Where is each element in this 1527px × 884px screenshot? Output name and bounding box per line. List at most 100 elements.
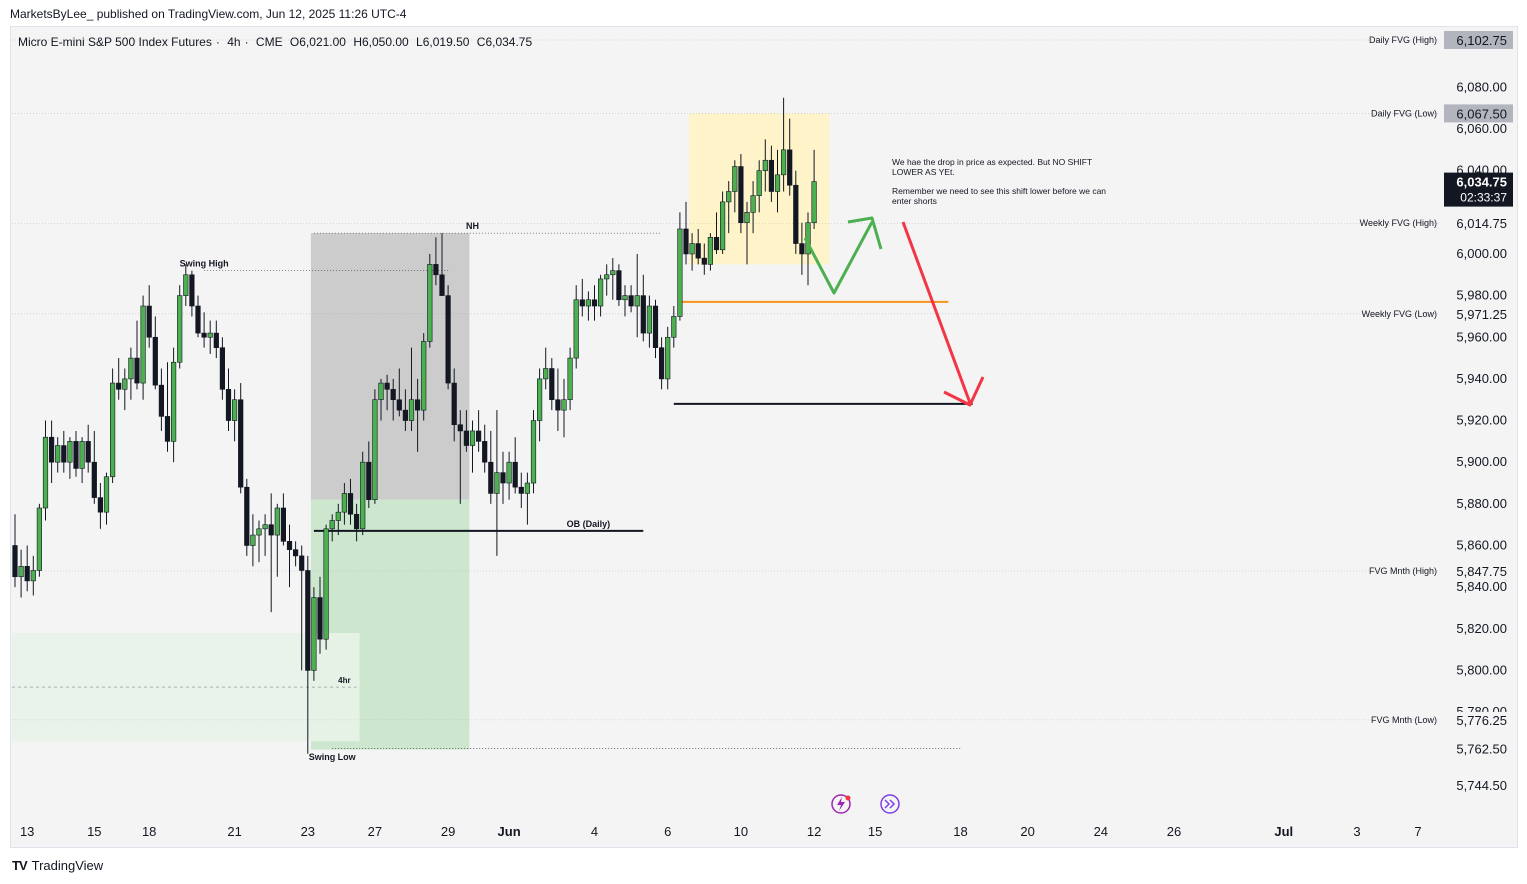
candle-body [335,511,341,521]
candle-body [707,237,713,265]
candle [262,514,268,556]
red-projection-arrow [901,221,972,404]
candle-body [579,299,585,307]
y-tick-label: 5,820.00 [1456,621,1507,636]
candle [323,524,329,650]
candle [695,228,701,265]
candle-body [549,368,555,401]
candle-body [744,212,750,224]
candle-body [488,461,494,494]
candle [42,420,49,521]
candle [585,291,591,321]
marker-price-text: 5,776.25 [1456,713,1507,728]
candle [799,222,805,275]
candle [286,524,293,588]
red-arrowhead [943,376,985,407]
candle-body [774,174,781,192]
candle-body [750,195,756,213]
x-tick-label: 15 [87,824,101,839]
candle-body [140,305,146,384]
candle [280,493,287,546]
candle-body [299,555,305,571]
y-tick-label: 5,940.00 [1456,371,1507,386]
candle-body [48,436,55,463]
candle [201,312,207,348]
candle-body [811,181,817,224]
candle-body [177,295,183,363]
candle-body [146,305,152,338]
candle [408,347,415,431]
last-price-box [1444,172,1513,207]
ohlc-close: C6,034.75 [476,35,533,49]
candle-body [494,472,500,494]
candle [610,258,616,300]
candle-body [238,399,244,488]
y-tick-label: 5,920.00 [1456,413,1507,428]
candle-body [232,399,238,421]
candle-body [317,597,323,640]
candle [774,149,781,213]
candle-body [244,486,250,546]
candle [402,389,409,431]
double-chevron-icon [884,799,896,809]
candle [396,368,402,417]
candle [372,389,378,504]
candle [634,253,640,338]
candle [299,545,305,671]
candle [140,295,146,400]
candle-body [726,191,732,203]
candle-body [719,201,726,251]
candle [30,555,36,596]
candle-body [512,461,518,488]
candle-body [268,524,274,536]
candle [719,191,726,254]
x-tick-label: 18 [142,824,156,839]
marker-price-box [1444,562,1513,579]
candle [378,378,384,421]
x-tick-label: 24 [1094,824,1108,839]
candle-body [396,399,402,411]
candle-body [640,295,646,334]
candle-body [524,482,530,494]
candle [414,378,421,452]
candle [628,285,634,313]
candle [335,503,341,536]
x-tick-label: 3 [1353,824,1360,839]
candle-body [701,257,707,265]
candle-body [390,389,396,401]
ohlc-high: H6,050.00 [353,35,409,49]
marker-price-text: 6,014.75 [1456,216,1507,231]
x-tick-label: 23 [301,824,315,839]
candle-body [555,399,561,411]
candle [189,270,195,317]
marker-label: Daily FVG (Low) [1371,108,1437,118]
candle [292,541,299,567]
candle-body [292,549,299,557]
candle-body [567,357,573,401]
candle [268,493,274,613]
flash-icon[interactable] [831,794,851,814]
candle [384,374,390,411]
symbol-legend[interactable]: Micro E-mini S&P 500 Index Futures · 4h · … [18,35,533,49]
candle-body [793,184,799,244]
candle-body [768,159,774,192]
candle [341,483,348,525]
candle [48,420,55,484]
candle [701,243,707,275]
candle [482,424,488,473]
scroll-to-realtime-icon[interactable] [880,794,900,814]
candle-body [671,316,677,338]
marker-label: Weekly FVG (Low) [1362,309,1437,319]
candle-body [274,507,280,536]
marker-label: Weekly FVG (High) [1360,218,1437,228]
tradingview-brand[interactable]: TV TradingView [12,858,103,873]
candle-body [372,399,378,500]
candle-body [439,274,445,296]
candle-body [323,528,329,640]
candle [616,264,622,307]
candle [164,362,171,452]
x-tick-label: 20 [1020,824,1034,839]
analysis-note: We hae the drop in price as expected. Bu… [892,157,1112,215]
candle [787,118,793,196]
